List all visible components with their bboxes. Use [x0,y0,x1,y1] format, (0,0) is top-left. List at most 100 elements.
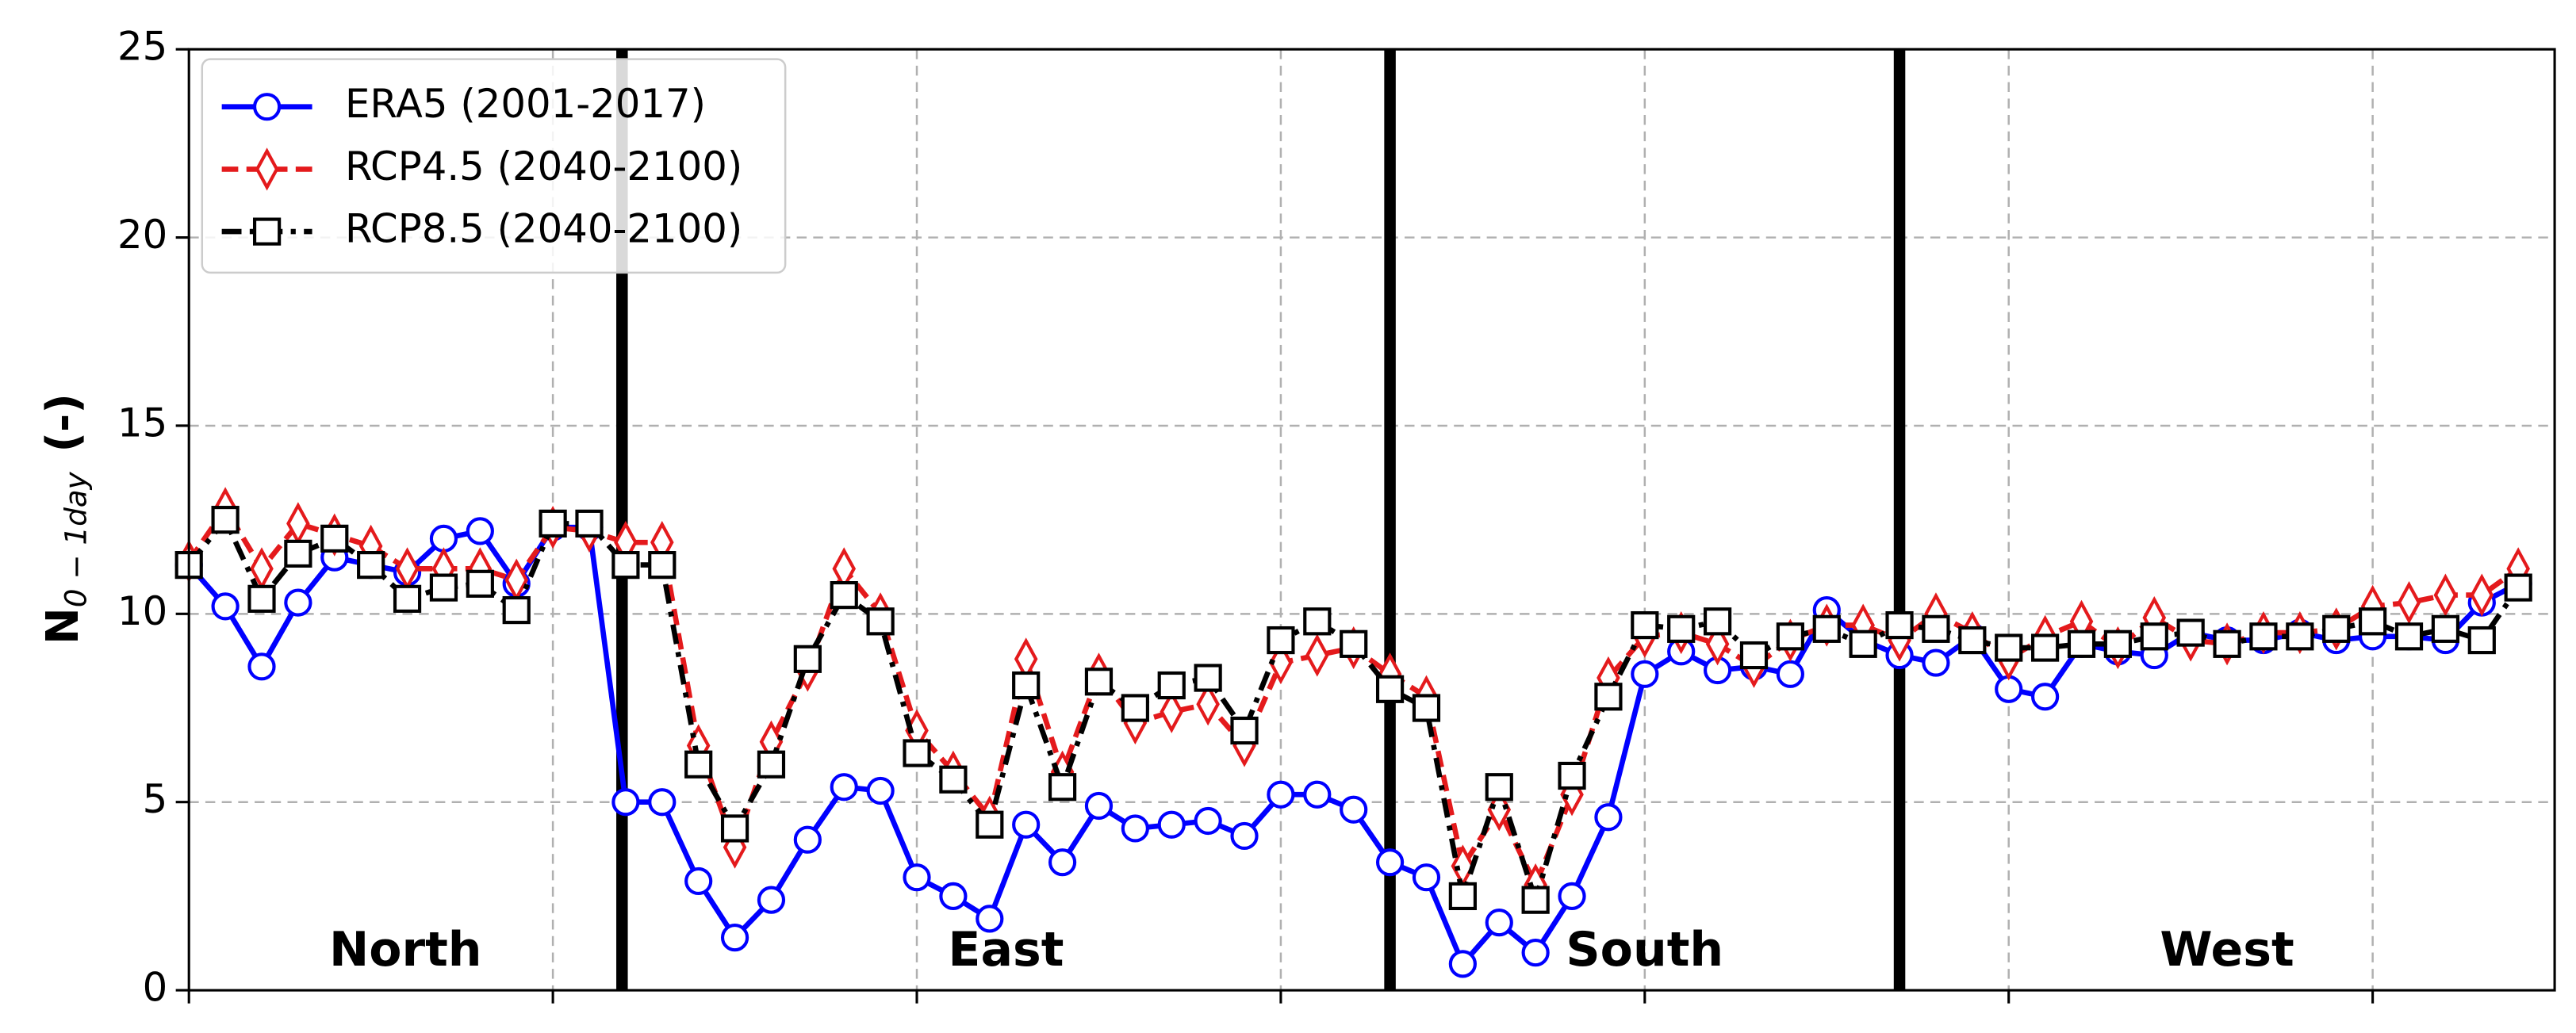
data-point [720,814,749,843]
data-point [1121,814,1149,843]
data-point [611,788,640,817]
data-point [1267,780,1295,809]
data-point [976,905,1004,933]
data-point [1631,660,1659,688]
data-point [2359,607,2387,636]
data-point [939,882,968,911]
data-point [2213,629,2241,658]
data-point [357,551,385,580]
region-label: West [2160,922,2294,978]
data-point [2394,622,2424,651]
data-point [575,509,604,538]
legend-label: RCP4.5 (2040-2100) [345,143,742,189]
data-point [1340,795,1368,824]
data-point [211,506,240,534]
data-point [1157,671,1186,700]
data-point [2397,580,2421,625]
data-point [2176,618,2205,647]
data-point [1230,716,1259,745]
data-point [793,825,822,854]
data-point [1558,882,1586,911]
data-point [2031,683,2060,711]
data-point [1594,683,1623,711]
data-point [830,773,858,802]
y-axis-label: N0 − 1day (-) [37,393,93,645]
data-point [247,652,276,681]
data-point [1448,882,1477,911]
data-point [1084,668,1114,696]
data-point [1194,806,1222,836]
data-point [1849,629,1877,658]
data-point [1375,675,1405,703]
data-point [539,509,567,538]
data-point [648,788,677,817]
y-tick-label: 10 [117,588,167,634]
data-point [502,595,531,625]
legend-marker [255,147,279,191]
data-point [866,776,895,805]
data-point [1485,909,1513,937]
data-point [1958,626,1987,655]
y-label-suffix: (-) [37,393,89,452]
data-point [1448,950,1477,978]
data-point [1776,622,1804,651]
y-tick-label: 5 [143,776,168,822]
y-tick-label: 20 [117,212,167,258]
legend-label: ERA5 (2001-2017) [345,81,706,127]
data-point [648,551,677,580]
data-point [2103,629,2132,658]
data-point [247,584,276,613]
data-point [1995,633,2023,662]
data-point [429,573,458,602]
data-point [684,867,713,896]
data-point [903,863,931,892]
data-point [720,924,749,952]
legend-marker [253,93,282,121]
y-label-subscript: 0 − 1day [58,471,93,607]
data-point [1048,848,1077,877]
data-point [1412,694,1441,722]
data-point [903,739,931,767]
data-point [1485,773,1513,802]
data-point [1196,683,1220,726]
data-point [2140,622,2168,651]
data-point [284,539,312,568]
region-label: East [948,922,1064,978]
data-point [2431,614,2460,643]
data-point [684,750,713,779]
data-point [611,551,640,580]
series-line [186,517,2520,903]
data-point [866,607,895,636]
data-point [1194,664,1222,692]
data-point [939,765,968,794]
data-point [1703,607,1732,636]
data-point [1375,848,1405,877]
data-point [1885,610,1914,640]
y-tick-label: 15 [117,400,167,446]
data-point [2067,629,2096,658]
data-point [1340,629,1368,658]
data-point [830,580,858,610]
data-point [2470,573,2494,617]
data-point [1521,939,1550,967]
data-point [1305,633,1329,677]
series [177,487,2530,907]
data-point [793,645,822,673]
data-point [1160,690,1184,733]
data-point [1084,791,1114,821]
data-point [1121,694,1149,722]
data-point [320,524,349,553]
y-tick-label: 0 [143,965,168,1011]
data-point [1412,863,1441,892]
data-point [2322,614,2351,643]
data-point [1012,810,1041,839]
data-point [466,569,494,598]
plot-frame [187,48,2556,992]
region-label: North [329,922,482,978]
data-point [1922,614,1950,643]
data-point [1558,761,1586,790]
data-point [1157,810,1186,839]
data-point [1922,648,1950,677]
data-point [1303,780,1332,809]
